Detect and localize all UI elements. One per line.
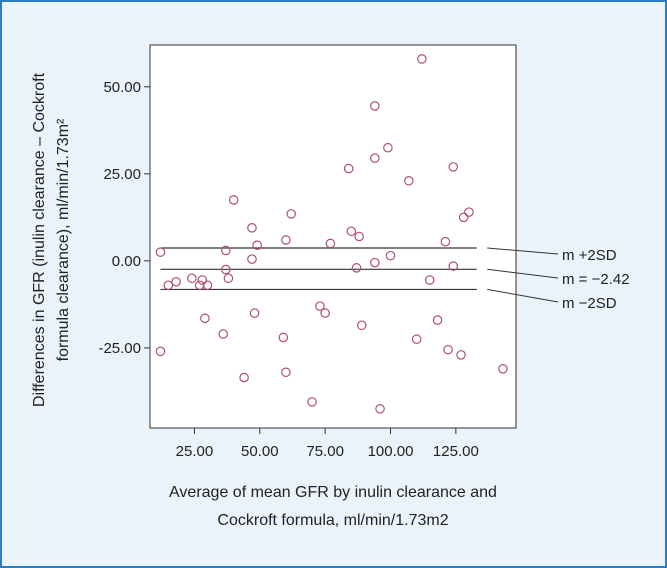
data-point: [417, 54, 427, 64]
x-axis-label-line-1: Average of mean GFR by inulin clearance …: [169, 484, 497, 501]
reference-leader-1: [487, 268, 559, 279]
data-point: [354, 231, 364, 242]
data-point: [249, 308, 260, 318]
data-point: [223, 273, 234, 284]
data-point: [286, 209, 296, 219]
data-point: [202, 280, 213, 291]
data-point: [411, 334, 422, 345]
data-point: [443, 344, 453, 355]
data-point: [458, 212, 469, 223]
data-point: [440, 236, 451, 247]
y-tick-label: 50.00: [103, 79, 141, 96]
data-point: [252, 240, 262, 251]
data-point: [239, 372, 249, 383]
data-point: [200, 313, 210, 324]
y-tick-label: 0.00: [112, 253, 141, 270]
data-point: [385, 250, 396, 261]
data-point: [155, 346, 166, 357]
data-point: [247, 254, 257, 264]
x-tick-label: 125.00: [433, 443, 479, 460]
reference-label-0: m +2SD: [562, 247, 617, 264]
data-point: [281, 235, 291, 245]
y-tick-label: 25.00: [103, 166, 141, 183]
reference-label-1: m = −2.42: [562, 271, 630, 288]
data-point: [218, 329, 228, 339]
data-point: [370, 153, 380, 163]
data-point: [187, 273, 197, 284]
data-point: [163, 280, 174, 291]
data-point: [375, 404, 385, 414]
plot-area: [149, 44, 517, 429]
data-point: [278, 332, 289, 343]
data-point: [432, 315, 443, 325]
data-point: [281, 367, 291, 378]
data-point: [448, 261, 459, 271]
data-point: [197, 275, 208, 285]
y-axis-label-line-2: formula clearance), ml/min/1.73m²: [55, 118, 72, 361]
data-point: [228, 195, 239, 205]
data-point: [155, 247, 166, 257]
x-tick-label: 75.00: [306, 443, 344, 460]
data-point: [221, 264, 231, 275]
y-axis-label-line-1: Differences in GFR (inulin clearance – C…: [31, 72, 48, 407]
data-point: [320, 308, 330, 318]
data-point: [464, 207, 474, 217]
data-point: [404, 175, 414, 186]
x-tick-label: 25.00: [176, 443, 214, 460]
x-axis-label-line-2: Cockroft formula, ml/min/1.73m2: [217, 512, 448, 529]
data-point: [498, 364, 508, 374]
reference-leader-2: [487, 288, 559, 303]
data-point: [351, 263, 362, 273]
data-point: [325, 238, 336, 249]
data-point: [383, 142, 393, 153]
data-point: [370, 101, 380, 111]
data-point: [315, 301, 325, 311]
data-point: [343, 163, 354, 174]
data-point: [370, 257, 380, 268]
data-point: [424, 275, 435, 285]
x-tick-label: 100.00: [368, 443, 414, 460]
data-point: [221, 245, 231, 256]
data-point: [247, 222, 257, 233]
y-tick-label: -25.00: [98, 340, 141, 357]
data-point: [448, 162, 459, 172]
x-tick-label: 50.00: [241, 443, 279, 460]
data-point: [456, 350, 466, 360]
data-point: [346, 226, 357, 237]
data-point: [307, 397, 317, 407]
reference-label-2: m −2SD: [562, 295, 617, 312]
reference-leader-0: [487, 247, 559, 255]
data-point: [171, 276, 181, 287]
data-point: [356, 320, 367, 331]
